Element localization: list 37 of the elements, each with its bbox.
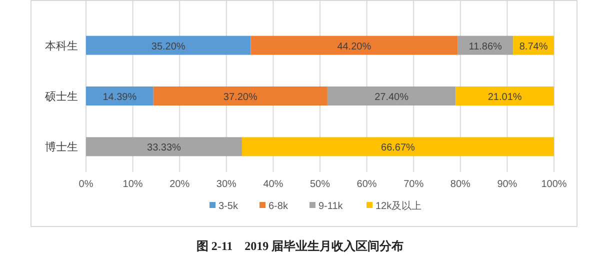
x-tick-label: 20% [170,179,190,190]
legend-label: 12k及以上 [376,200,422,212]
bar [250,36,458,55]
y-tick-label: 硕士生 [44,90,78,103]
data-label: 35.20% [151,41,186,52]
x-tick-label: 70% [404,179,424,190]
legend-label: 9-11k [318,201,344,212]
x-tick-label: 90% [497,179,518,190]
bar [86,86,154,106]
y-tick-label: 博士生 [45,140,78,154]
x-tick-label: 40% [263,179,284,190]
data-label: 21.01% [488,92,522,103]
data-label: 27.40% [374,92,409,103]
bar [327,86,456,106]
x-tick-label: 10% [122,179,143,190]
legend-label: 3-5k [218,201,239,212]
bar [153,86,328,106]
data-label: 11.86% [468,41,502,52]
legend-label: 6-8k [268,201,289,212]
data-label: 8.74% [519,41,548,52]
x-tick-label: 60% [356,179,377,190]
data-label: 44.20% [337,41,372,52]
bar [456,86,554,106]
bar [86,36,251,55]
x-tick-label: 0% [78,179,94,190]
x-tick-label: 100% [541,179,567,190]
bar [86,137,242,156]
bar [242,137,554,156]
x-tick-label: 50% [310,179,330,190]
x-tick-label: 80% [450,179,471,190]
data-label: 14.39% [102,92,137,103]
x-tick-label: 30% [216,179,237,190]
caption: 图 2-11 2019 届毕业生月收入区间分布 [196,239,404,253]
data-label: 33.33% [147,142,182,154]
data-label: 37.20% [223,92,258,103]
data-label: 66.67% [381,142,416,154]
y-tick-label: 本科生 [45,39,78,52]
